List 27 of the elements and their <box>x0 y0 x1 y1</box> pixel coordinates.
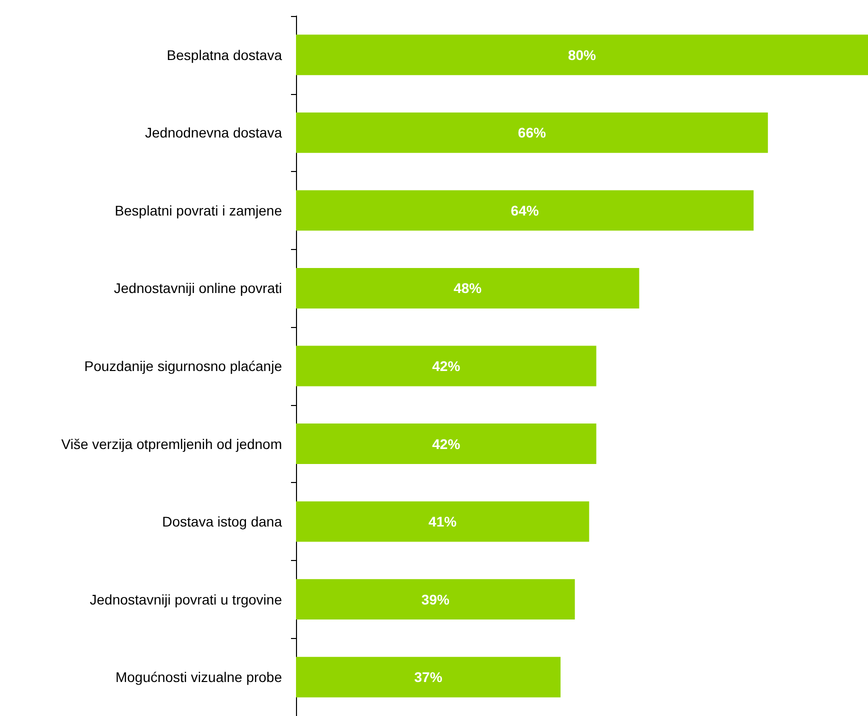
bar <box>296 268 640 308</box>
data-label: 39% <box>421 591 450 608</box>
y-tick-label: Jednostavniji online povrati <box>114 280 282 296</box>
bar <box>296 424 596 464</box>
bar <box>296 346 596 386</box>
bar <box>296 501 590 542</box>
data-label: 64% <box>510 202 540 218</box>
y-tick-label: Besplatna dostava <box>166 46 282 63</box>
bar <box>296 190 754 231</box>
data-label: 42% <box>432 436 461 452</box>
data-label: 48% <box>454 280 482 296</box>
bar <box>296 656 561 698</box>
bar <box>296 34 868 76</box>
data-label: 37% <box>414 669 443 686</box>
data-label: 80% <box>568 46 597 63</box>
y-tick-label: Jednostavniji povrati u trgovine <box>90 591 282 608</box>
data-label: 66% <box>518 124 547 141</box>
bar <box>296 579 575 620</box>
data-label: 42% <box>432 358 461 374</box>
y-tick-label: Jednodnevna dostava <box>145 124 282 141</box>
y-tick-label: Besplatni povrati i zamjene <box>114 202 282 218</box>
y-tick-label: Dostava istog dana <box>162 514 282 530</box>
bar <box>296 112 768 153</box>
data-label: 41% <box>428 514 458 530</box>
y-tick-label: Mogućnosti vizualne probe <box>115 669 282 686</box>
y-tick-label: Više verzija otpremljenih od jednom <box>61 436 282 452</box>
y-tick-label: Pouzdanije sigurnosno plaćanje <box>84 358 282 374</box>
